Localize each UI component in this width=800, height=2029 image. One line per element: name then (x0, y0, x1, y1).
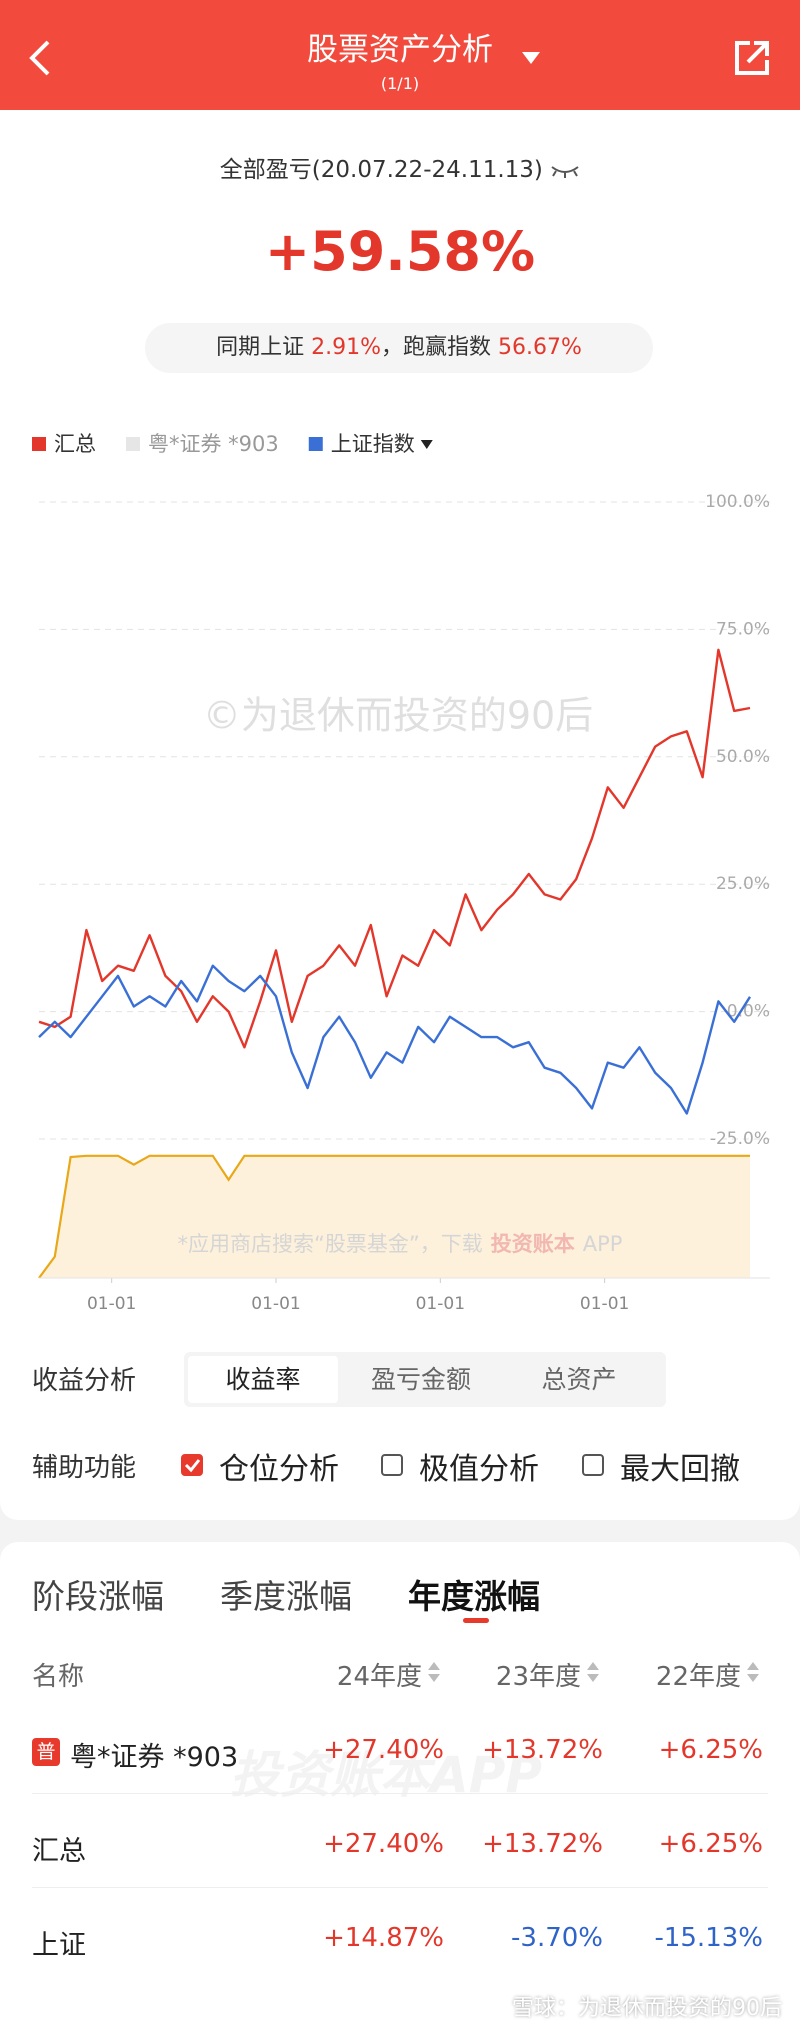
row-value: -15.13% (654, 1923, 763, 1953)
legend-dropdown (420, 440, 433, 449)
row-value: -3.70% (511, 1923, 603, 1953)
row-divider (32, 1793, 768, 1794)
row-divider (32, 1887, 768, 1888)
back-button[interactable] (26, 38, 54, 78)
excess-return: 56.67% (498, 335, 582, 360)
y-tick-label: 50.0% (716, 747, 770, 767)
sort-icon[interactable] (428, 1674, 440, 1682)
row-value: +13.72% (482, 1829, 603, 1859)
y-tick-label: 0.0% (727, 1002, 770, 1022)
tabs: 阶段涨幅 季度涨幅 年度涨幅 (0, 1568, 800, 1638)
account-badge: 普 (32, 1738, 60, 1766)
table-header: 22年度 (655, 1662, 741, 1692)
analysis-option[interactable]: 收益率 (188, 1356, 338, 1403)
legend-swatch (126, 437, 140, 451)
chart: 汇总 粤*证券 *903 上证指数 -25.0% 0.0% 25.0% 50.0% 75.0%… (32, 432, 770, 1314)
checkbox-label: 仓位分析 (219, 1452, 339, 1487)
index-return: 2.91% (311, 335, 381, 360)
sort-icon[interactable] (747, 1674, 759, 1682)
analysis-option[interactable]: 盈亏金额 (370, 1365, 471, 1394)
table-header: 名称 (32, 1662, 85, 1692)
series-line (38, 964, 752, 1115)
y-tick-label: -25.0% (710, 1129, 770, 1149)
compare-prefix: 同期上证 (216, 335, 305, 360)
header-subtitle: (1/1) (380, 74, 420, 93)
total-return: +59.58% (264, 220, 536, 283)
table-watermark: 投资账本APP (230, 1746, 542, 1804)
checkbox[interactable] (381, 1454, 403, 1476)
watermark-part: *应用商店搜索“股票基金”，下载 (178, 1232, 483, 1256)
eye-toggle[interactable] (550, 163, 580, 179)
position-area (39, 1155, 750, 1278)
tab-indicator (463, 1618, 489, 1623)
row-name: 汇总 (32, 1836, 86, 1867)
legend-swatch (32, 437, 46, 451)
title-dropdown[interactable] (522, 52, 540, 64)
sort-icon[interactable] (587, 1662, 599, 1670)
header-title: 股票资产分析 (307, 32, 493, 68)
share-button[interactable] (732, 38, 772, 78)
position-line (38, 1154, 750, 1279)
sort-icon[interactable] (747, 1662, 759, 1670)
checkbox-label: 最大回撤 (620, 1452, 740, 1487)
y-tick-label: 75.0% (716, 619, 770, 639)
x-tick-label: 01-01 (416, 1294, 465, 1314)
row-value: +13.72% (482, 1735, 603, 1765)
series-line (38, 648, 751, 1049)
compare-mid: ，跑赢指数 (381, 335, 492, 360)
legend-label: 上证指数 (331, 432, 415, 456)
checkbox[interactable] (582, 1454, 604, 1476)
x-tick-label: 01-01 (580, 1294, 629, 1314)
table-header: 24年度 (336, 1662, 422, 1692)
sort-icon[interactable] (428, 1662, 440, 1670)
legend-label: 汇总 (54, 432, 96, 456)
check-mark (184, 1459, 201, 1473)
tab[interactable]: 阶段涨幅 (32, 1577, 164, 1616)
watermark-part: 投资账本 (491, 1232, 575, 1256)
y-tick-label: 100.0% (705, 492, 770, 512)
checkbox-label: 极值分析 (419, 1452, 539, 1487)
x-tick-label: 01-01 (251, 1294, 300, 1314)
returns-table: 投资账本APP 名称 24年度 23年度 22年度普粤*证券 *903 +27.40% +1… (0, 1640, 800, 2000)
y-tick-label: 25.0% (716, 874, 770, 894)
aux-options: 仓位分析 极值分析 最大回撤 (0, 1440, 800, 1490)
analysis-label: 收益分析 (32, 1366, 137, 1396)
footer-watermark: 雪球：为退休而投资的90后 (512, 1996, 782, 2021)
legend-label: 粤*证券 *903 (148, 432, 279, 456)
table-header: 23年度 (495, 1662, 581, 1692)
checkbox[interactable] (181, 1454, 203, 1476)
tab[interactable]: 季度涨幅 (220, 1577, 352, 1616)
row-value: +6.25% (658, 1829, 763, 1859)
position-watermark: *应用商店搜索“股票基金”，下载 投资账本 APP (178, 1232, 623, 1256)
returns-card (0, 1542, 800, 2029)
row-value: +27.40% (323, 1735, 444, 1765)
summary-line: 全部盈亏(20.07.22-24.11.13) (0, 150, 800, 184)
analysis-selector: 收益率 盈亏金额 总资产 (184, 1352, 666, 1407)
row-name: 粤*证券 *903 (70, 1742, 239, 1773)
row-name: 上证 (32, 1930, 86, 1961)
chart-watermark: ©为退休而投资的90后 (203, 694, 593, 738)
x-tick-label: 01-01 (87, 1294, 136, 1314)
header-bar: 股票资产分析 (1/1) (0, 0, 800, 110)
row-value: +27.40% (323, 1829, 444, 1859)
row-value: +14.87% (323, 1923, 444, 1953)
row-value: +6.25% (658, 1735, 763, 1765)
watermark-part: APP (583, 1232, 623, 1256)
analysis-option[interactable]: 总资产 (541, 1365, 617, 1394)
aux-label: 辅助功能 (32, 1453, 137, 1483)
summary-label: 全部盈亏(20.07.22-24.11.13) (219, 157, 543, 183)
legend-swatch (308, 437, 323, 451)
compare-pill: 同期上证 2.91%，跑赢指数 56.67% (145, 323, 653, 373)
tab[interactable]: 年度涨幅 (408, 1577, 540, 1616)
sort-icon[interactable] (587, 1674, 599, 1682)
